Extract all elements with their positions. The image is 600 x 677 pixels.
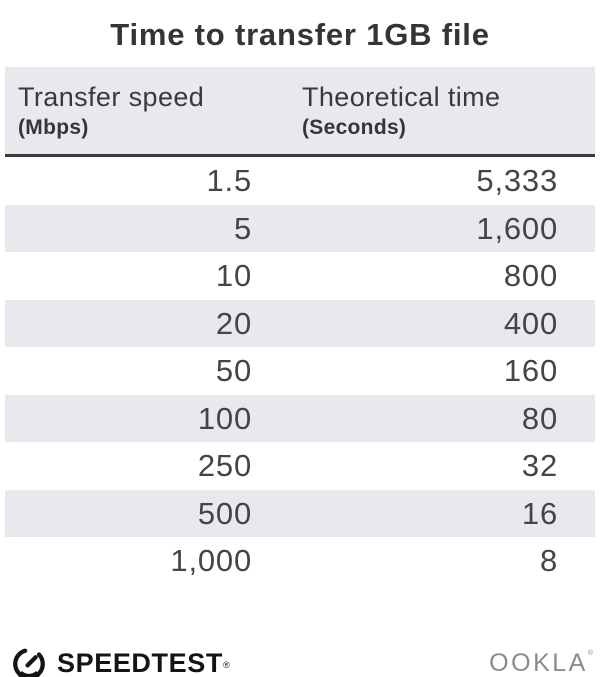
- speed-column-unit: (Mbps): [18, 116, 89, 139]
- speed-cell: 100: [197, 400, 252, 436]
- table-row: 50 160: [5, 347, 595, 395]
- header-col-time: Theoretical time (Seconds): [252, 80, 595, 141]
- transfer-table: Transfer speed (Mbps) Theoretical time (…: [5, 67, 595, 585]
- time-cell: 5,333: [476, 163, 558, 198]
- time-column-unit: (Seconds): [302, 116, 407, 139]
- speed-cell: 50: [215, 353, 252, 388]
- table-header: Transfer speed (Mbps) Theoretical time (…: [5, 67, 595, 157]
- ookla-wordmark: OOKLA: [489, 648, 588, 677]
- table-row: 1,000 8: [5, 537, 595, 585]
- table-row: 1.5 5,333: [5, 157, 595, 205]
- footer: SPEEDTEST ® OOKLA ®: [10, 643, 593, 677]
- table-row: 500 16: [5, 489, 595, 537]
- table-row: 250 32: [5, 442, 595, 490]
- speed-cell: 250: [197, 448, 252, 483]
- table-body: 1.5 5,333 5 1,600 10 800 20 400 50 160 1…: [5, 157, 595, 585]
- speed-cell: 10: [215, 258, 252, 293]
- header-col-speed: Transfer speed (Mbps): [5, 80, 252, 141]
- table-row: 20 400: [5, 299, 595, 347]
- speed-cell: 1,000: [170, 543, 252, 578]
- table-row: 100 80: [5, 394, 595, 442]
- speed-column-label: Transfer speed: [18, 82, 205, 112]
- speed-cell: 5: [233, 210, 252, 246]
- speed-cell: 20: [215, 305, 252, 341]
- time-cell: 800: [503, 258, 558, 293]
- table-row: 5 1,600: [5, 204, 595, 252]
- speed-cell: 500: [197, 495, 252, 531]
- speedtest-gauge-icon: [13, 648, 45, 677]
- time-cell: 160: [503, 353, 558, 388]
- table-row: 10 800: [5, 252, 595, 300]
- page-title: Time to transfer 1GB file: [110, 17, 490, 52]
- time-cell: 80: [521, 400, 558, 436]
- speedtest-wordmark: SPEEDTEST: [57, 647, 223, 677]
- transfer-time-infographic: Time to transfer 1GB file Transfer speed…: [0, 14, 600, 677]
- time-cell: 400: [503, 305, 558, 341]
- time-cell: 32: [521, 448, 558, 483]
- time-cell: 1,600: [476, 210, 558, 246]
- ookla-logo: OOKLA ®: [489, 649, 593, 677]
- time-column-label: Theoretical time: [302, 82, 501, 112]
- speed-cell: 1.5: [206, 163, 252, 198]
- speedtest-logo: SPEEDTEST ®: [10, 644, 230, 677]
- time-cell: 16: [521, 495, 558, 531]
- time-cell: 8: [539, 543, 558, 578]
- speedtest-registered-mark: ®: [222, 660, 230, 670]
- ookla-registered-mark: ®: [587, 649, 593, 657]
